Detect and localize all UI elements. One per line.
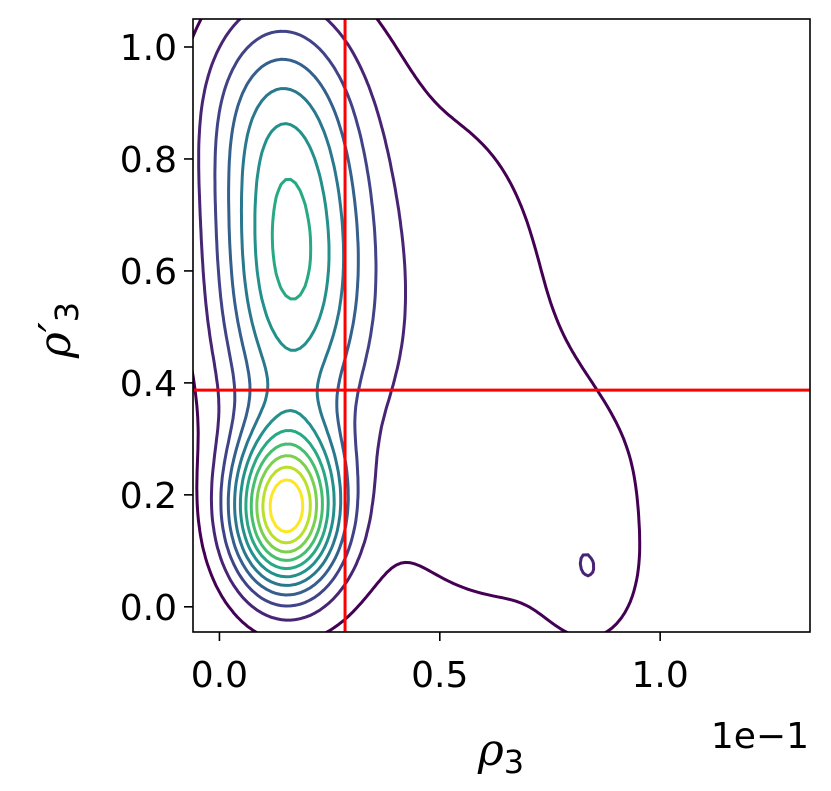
y-tick-label: 1.0 xyxy=(120,28,177,69)
contour-lines xyxy=(193,19,642,632)
contour-level-4 xyxy=(226,57,360,597)
x-offset-label: 1e−1 xyxy=(711,716,809,757)
plot-frame xyxy=(192,18,811,633)
y-axis-ticks: 0.0 0.2 0.4 0.6 0.8 1.0 xyxy=(120,28,193,629)
x-axis-label: ρ3 xyxy=(477,725,524,781)
contour-level-8 xyxy=(249,442,324,562)
y-axis-label-subscript: 3 xyxy=(48,302,86,322)
contour-level-10 xyxy=(261,465,312,545)
y-axis-label-main: ρ′ xyxy=(30,322,81,359)
contour-level-7 xyxy=(244,177,330,571)
y-tick-label: 0.0 xyxy=(120,588,177,629)
x-tick-label: 1.0 xyxy=(632,655,689,696)
y-tick-label: 0.4 xyxy=(120,364,177,405)
y-axis-label: ρ′3 xyxy=(30,302,86,359)
y-tick-label: 0.2 xyxy=(120,476,177,517)
x-axis-ticks: 0.0 0.5 1.0 xyxy=(191,632,689,696)
y-tick-label: 0.6 xyxy=(120,252,177,293)
contour-level-9 xyxy=(255,454,319,554)
y-tick-label: 0.8 xyxy=(120,140,177,181)
contour-level-6 xyxy=(238,122,336,579)
contour-level-3 xyxy=(213,29,378,608)
x-axis-label-main: ρ xyxy=(477,725,504,776)
contour-level-11 xyxy=(268,478,305,534)
x-tick-label: 0.0 xyxy=(191,655,248,696)
contour-level-1 xyxy=(193,19,642,632)
reference-lines xyxy=(193,19,810,632)
x-tick-label: 0.5 xyxy=(411,655,468,696)
x-axis-label-subscript: 3 xyxy=(504,743,524,781)
contour-level-2 xyxy=(197,19,596,622)
